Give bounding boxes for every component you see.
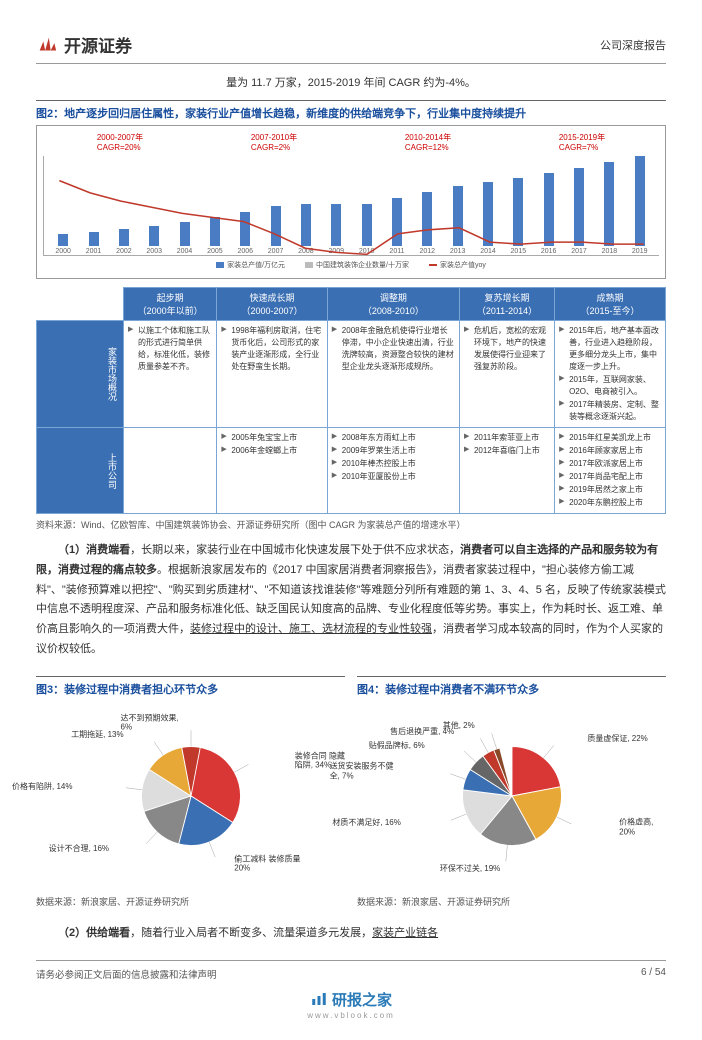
legend-grey: 中国建筑装饰企业数量/十万家 — [316, 260, 409, 270]
figure3-pie: 装修合同 隐藏陷阱, 34%偷工减料 装修质量 20%设计不合理, 16%价格有… — [36, 701, 345, 891]
paragraph-2: （2）供给端看，随着行业入局者不断变多、流量渠道多元发展，家装产业链各 — [36, 924, 666, 944]
figure4-pie: 质量虚保证, 22%价格虚高, 20%环保不过关, 19%材质不满足好, 16%… — [357, 701, 666, 891]
page-header: 开源证券 公司深度报告 — [36, 32, 666, 64]
row1-label: 家装市场概况 — [37, 321, 124, 428]
figure2-source: 资料来源：Wind、亿欧智库、中国建筑装饰协会、开源证券研究所（图中 CAGR … — [36, 518, 666, 531]
logo-icon — [36, 34, 58, 56]
watermark: 研报之家 www.vblook.com — [36, 989, 666, 1021]
company-name: 开源证券 — [64, 32, 132, 57]
intro-text: 量为 11.7 万家，2015-2019 年间 CAGR 约为-4%。 — [36, 74, 666, 90]
stage-table: 起步期（2000年以前）快速成长期（2000-2007）调整期（2008-201… — [36, 287, 666, 514]
company-logo: 开源证券 — [36, 32, 132, 57]
figure3-title: 图3：装修过程中消费者担心环节众多 — [36, 676, 345, 697]
watermark-url: www.vblook.com — [36, 1011, 666, 1020]
paragraph-1: （1）消费端看，长期以来，家装行业在中国城市化快速发展下处于供不应求状态，消费者… — [36, 541, 666, 660]
row2-label: 上市公司 — [37, 428, 124, 514]
figure4-source: 数据来源：新浪家居、开源证券研究所 — [357, 895, 666, 908]
figure3-source: 数据来源：新浪家居、开源证券研究所 — [36, 895, 345, 908]
report-type: 公司深度报告 — [600, 37, 666, 53]
disclaimer: 请务必参阅正文后面的信息披露和法律声明 — [36, 967, 217, 981]
figure2-chart: 2000-2007年CAGR=20%2007-2010年CAGR=2%2010-… — [36, 125, 666, 279]
page-number: 6 / 54 — [641, 967, 666, 978]
watermark-text: 研报之家 — [332, 989, 392, 1010]
legend-line: 家装总产值yoy — [440, 260, 486, 270]
figure4-title: 图4：装修过程中消费者不满环节众多 — [357, 676, 666, 697]
legend-bar: 家装总产值/万亿元 — [227, 260, 285, 270]
page-footer: 请务必参阅正文后面的信息披露和法律声明 6 / 54 — [36, 960, 666, 981]
watermark-icon — [310, 990, 328, 1008]
figure2-title: 图2：地产逐步回归居住属性，家装行业产值增长趋稳，新维度的供给端竞争下，行业集中… — [36, 100, 666, 121]
